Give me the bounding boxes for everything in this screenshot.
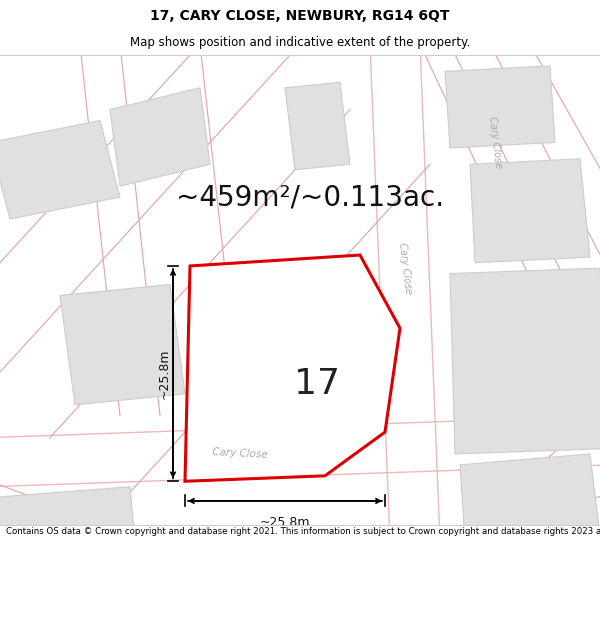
Text: ~25.8m: ~25.8m	[157, 348, 170, 399]
Text: Map shows position and indicative extent of the property.: Map shows position and indicative extent…	[130, 36, 470, 49]
Text: 17, CARY CLOSE, NEWBURY, RG14 6QT: 17, CARY CLOSE, NEWBURY, RG14 6QT	[150, 9, 450, 24]
Polygon shape	[460, 454, 600, 541]
Text: Cary Close: Cary Close	[397, 242, 413, 294]
Polygon shape	[245, 344, 345, 437]
Polygon shape	[0, 487, 135, 541]
Text: 17: 17	[295, 367, 341, 401]
Polygon shape	[445, 66, 555, 148]
Polygon shape	[285, 82, 350, 170]
Polygon shape	[60, 284, 185, 405]
Polygon shape	[470, 159, 590, 262]
Polygon shape	[110, 88, 210, 186]
Text: Cary Close: Cary Close	[212, 448, 268, 461]
Text: Cary Close: Cary Close	[487, 116, 503, 169]
Text: ~25.8m: ~25.8m	[260, 516, 310, 529]
Polygon shape	[450, 268, 600, 454]
Polygon shape	[0, 121, 120, 219]
Polygon shape	[185, 255, 400, 481]
Text: Contains OS data © Crown copyright and database right 2021. This information is : Contains OS data © Crown copyright and d…	[6, 527, 600, 536]
Text: ~459m²/~0.113ac.: ~459m²/~0.113ac.	[176, 183, 444, 211]
